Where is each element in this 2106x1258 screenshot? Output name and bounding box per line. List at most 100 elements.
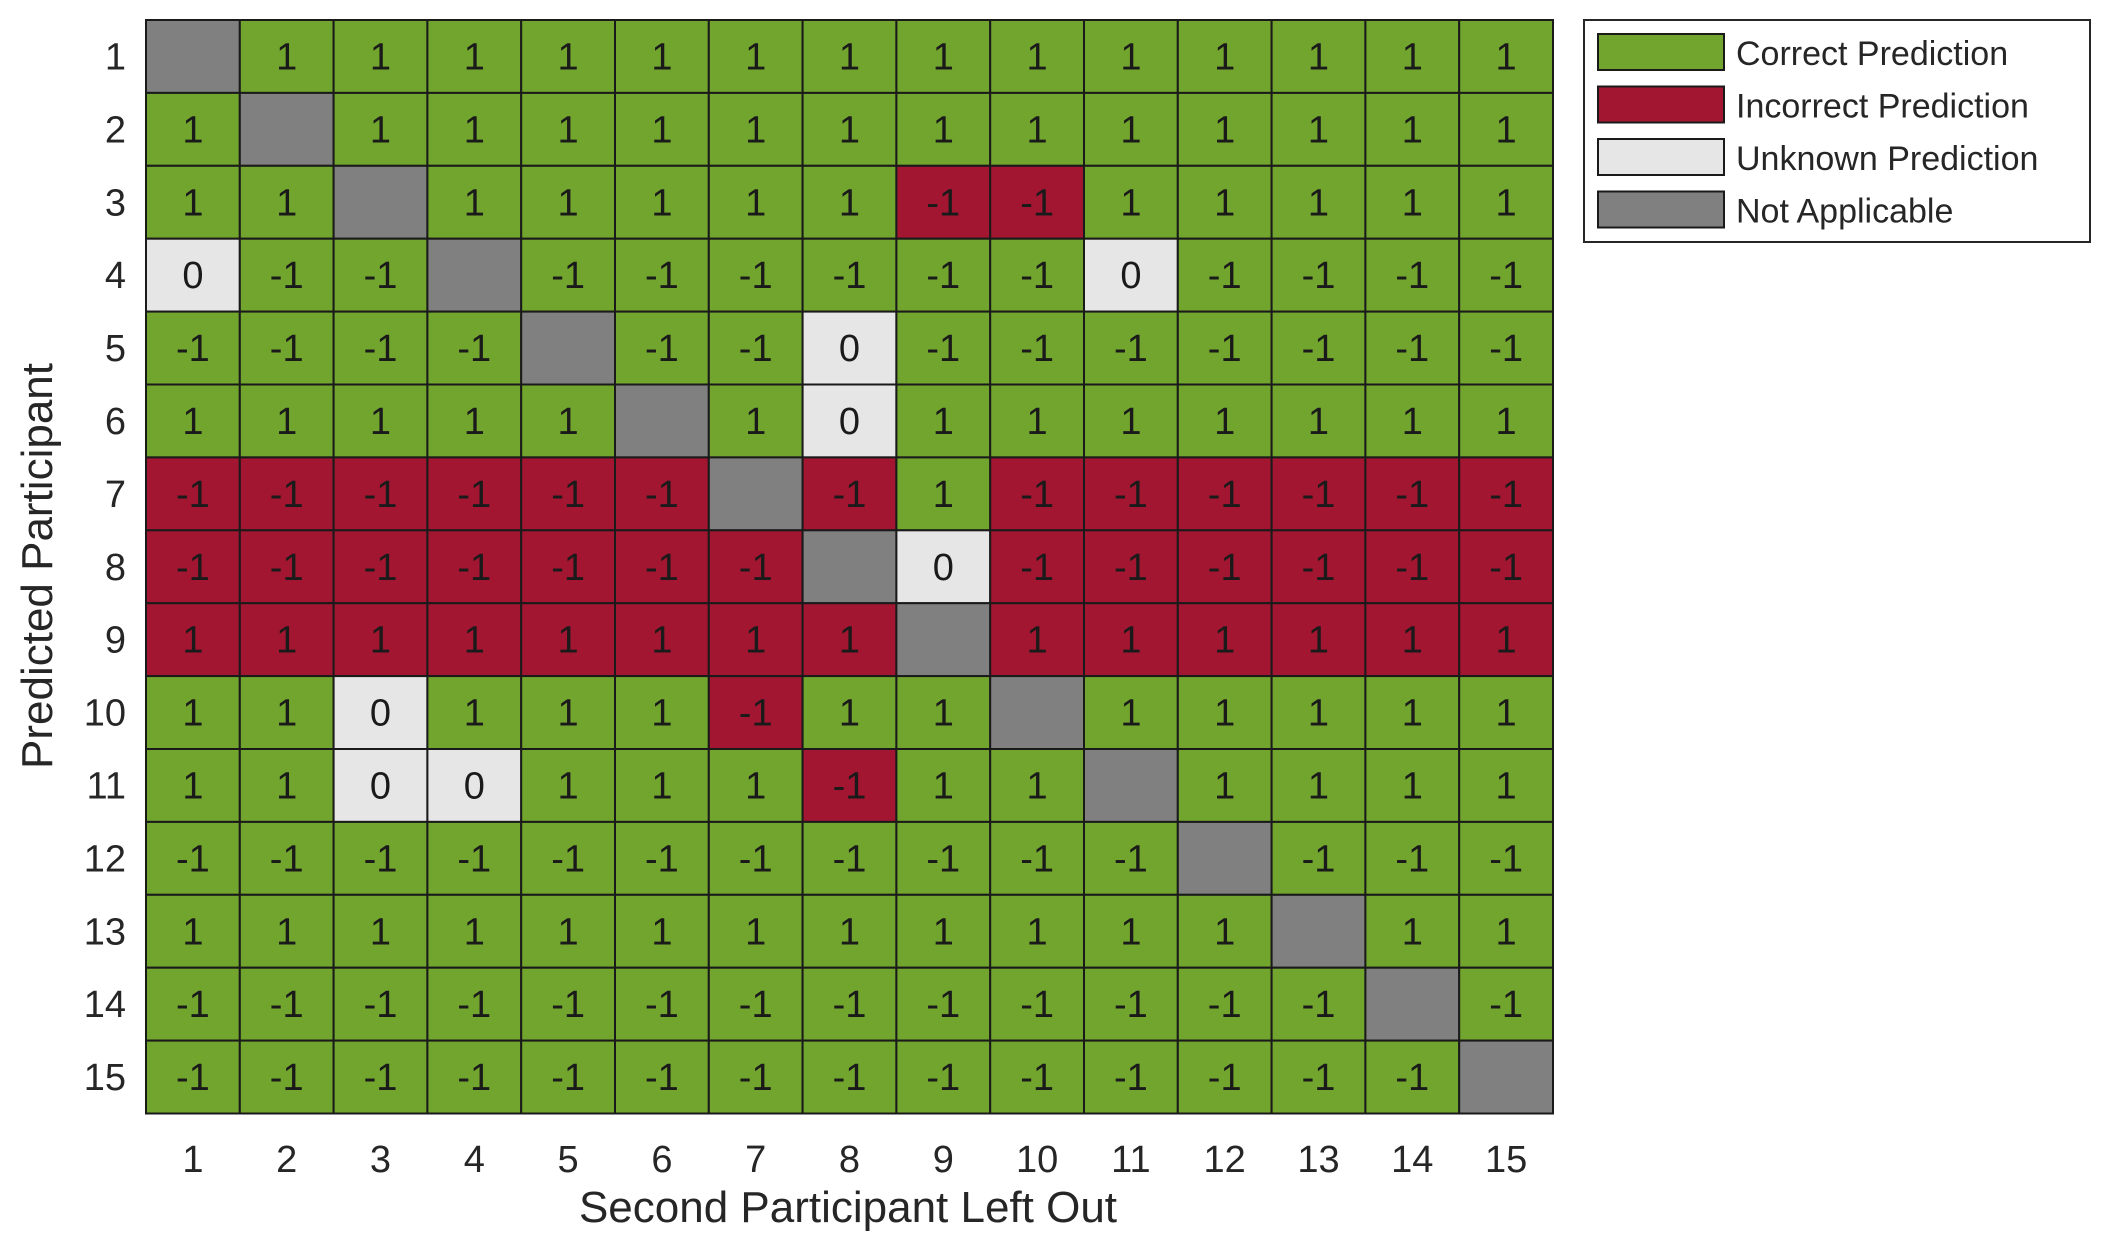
cell-value-label: -1 [1020,182,1054,224]
heatmap-cell [1458,19,1554,94]
cell-value-label: -1 [645,838,679,880]
cell-value-label: 1 [1308,37,1329,79]
heatmap-cell [332,164,429,240]
cell-value-label: 1 [276,911,297,953]
heatmap-cell [614,675,710,750]
heatmap-cell [238,383,335,459]
cell-value-label: 1 [1496,911,1517,953]
cell-value-label: 1 [1027,620,1048,662]
x-tick-label: 10 [1016,1139,1058,1181]
cell-value-label: 1 [370,109,391,151]
cell-value-label: 1 [276,693,297,735]
heatmap-cell [1270,602,1367,678]
cell-value-label: -1 [739,984,773,1026]
heatmap-cell [1176,820,1273,896]
heatmap-cell [520,310,617,386]
cell-value-label: 1 [558,766,579,808]
cell-value-label: 0 [370,766,391,808]
heatmap-cell [801,602,898,678]
cell-value-label: 1 [1027,109,1048,151]
cell-value-label: -1 [1302,255,1336,297]
cell-value-label: -1 [926,328,960,370]
cell-value-label: 1 [1308,109,1329,151]
heatmap-cell [1083,529,1179,605]
cell-value-label: 1 [1120,693,1141,735]
heatmap-cell [1083,748,1179,823]
cell-value-label: 1 [839,911,860,953]
heatmap-cell [707,19,804,94]
heatmap-cell [707,383,804,459]
heatmap-cell [1083,966,1179,1042]
cell-value-label: -1 [1489,328,1523,370]
legend-swatch [1597,190,1725,229]
heatmap-cell [1270,675,1367,750]
heatmap-cell [332,675,429,750]
heatmap-cell [332,237,429,313]
heatmap-cell [520,966,617,1042]
cell-value-label: 1 [558,401,579,443]
heatmap-cells: 1 1 1 1 1 1 1 1 1 1 1 1 1 1 1 1 1 1 1 1 1 1 1 1 1 1 1 1 1 1 1 1 1 1 1 -1 -1 1… [145,19,1554,1115]
cell-value-label: 1 [182,401,203,443]
cell-value-label: 1 [651,109,672,151]
x-tick-label: 11 [1111,1139,1150,1181]
heatmap-cell [1270,529,1367,605]
cell-value-label: 1 [651,911,672,953]
heatmap-cell [1364,383,1461,459]
cell-value-label: 1 [1308,182,1329,224]
cell-value-label: -1 [833,474,867,516]
cell-value-label: 1 [558,693,579,735]
cell-value-label: -1 [1208,328,1242,370]
cell-value-label: 1 [933,401,954,443]
cell-value-label: -1 [926,255,960,297]
cell-value-label: 1 [745,620,766,662]
heatmap-cell [238,19,335,94]
cell-value-label: -1 [1489,547,1523,589]
cell-value-label: 1 [1027,766,1048,808]
heatmap-cell [895,1039,992,1115]
heatmap-cell [426,164,523,240]
heatmap-cell [145,237,241,313]
cell-value-label: 1 [1027,37,1048,79]
heatmap-cell [989,1039,1086,1115]
heatmap-cell [145,675,241,750]
heatmap-cell [614,820,710,896]
heatmap-cell [1458,164,1554,240]
x-tick-label: 12 [1204,1139,1246,1181]
y-tick-label: 10 [84,693,126,735]
y-tick-label: 5 [105,328,126,370]
cell-value-label: 1 [745,37,766,79]
heatmap-cell [707,602,804,678]
heatmap-cell [426,237,523,313]
cell-value-label: 1 [1120,37,1141,79]
cell-value-label: -1 [1489,838,1523,880]
cell-value-label: -1 [457,328,491,370]
cell-value-label: -1 [645,255,679,297]
heatmap-cell [801,529,898,605]
cell-value-label: -1 [833,255,867,297]
heatmap-cell [238,91,335,167]
heatmap-cell [989,383,1086,459]
cell-value-label: 0 [464,766,485,808]
cell-value-label: 1 [933,109,954,151]
y-tick-label: 15 [84,1057,126,1099]
cell-value-label: -1 [739,1057,773,1099]
cell-value-label: -1 [270,328,304,370]
cell-value-label: -1 [1020,547,1054,589]
cell-value-label: 1 [182,109,203,151]
cell-value-label: 1 [464,693,485,735]
cell-value-label: 0 [370,693,391,735]
x-tick-label: 14 [1391,1139,1433,1181]
y-tick-label: 9 [105,620,126,662]
cell-value-label: -1 [1395,547,1429,589]
cell-value-label: 1 [464,37,485,79]
cell-value-label: -1 [1114,328,1148,370]
x-tick-label: 6 [651,1139,672,1181]
cell-value-label: -1 [1395,328,1429,370]
heatmap-cell [989,893,1086,969]
cell-value-label: 1 [1214,693,1235,735]
heatmap-cell [614,529,710,605]
cell-value-label: 1 [1214,37,1235,79]
heatmap-cell [1364,1039,1461,1115]
cell-value-label: 1 [839,693,860,735]
